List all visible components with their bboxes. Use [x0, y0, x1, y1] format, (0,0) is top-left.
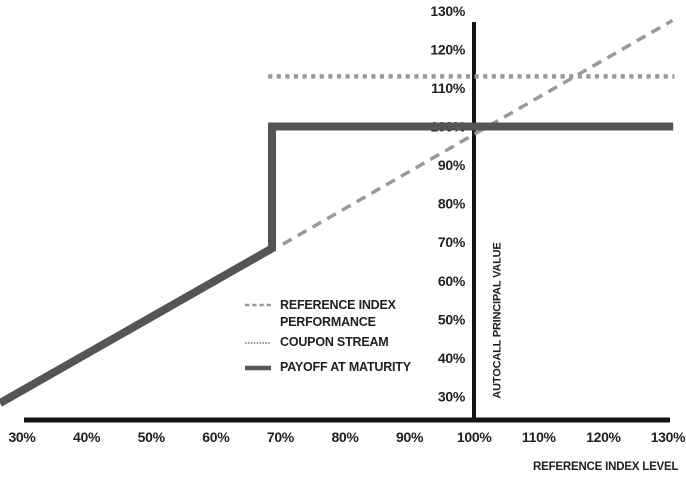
x-tick-label: 50% — [138, 429, 166, 445]
x-tick-label: 80% — [331, 429, 359, 445]
x-tick-label: 40% — [73, 429, 101, 445]
x-tick-label: 120% — [586, 429, 621, 445]
y-tick-label: 90% — [438, 157, 466, 173]
y-tick-label: 40% — [438, 350, 466, 366]
y-tick-label: 50% — [438, 311, 466, 327]
x-tick-label: 130% — [651, 429, 686, 445]
y-tick-label: 110% — [431, 80, 466, 96]
dotted-line-icon — [245, 341, 271, 344]
solid-line-icon — [245, 365, 271, 370]
legend-label: PAYOFF AT MATURITY — [280, 360, 411, 374]
x-tick-label: 90% — [396, 429, 424, 445]
y-tick-label: 70% — [438, 234, 466, 250]
y-tick-label: 120% — [430, 41, 465, 57]
legend-item-payoff-at-maturity: PAYOFF AT MATURITY — [245, 359, 411, 376]
x-tick-label: 60% — [202, 429, 230, 445]
legend-item-coupon-stream: COUPON STREAM — [245, 334, 389, 351]
y-tick-label: 130% — [430, 3, 465, 19]
x-tick-label: 100% — [457, 429, 492, 445]
x-tick-label: 110% — [522, 429, 557, 445]
legend-label-line: REFERENCE INDEX — [280, 298, 396, 312]
legend-label-line: PERFORMANCE — [280, 315, 376, 329]
y-tick-label: 80% — [438, 196, 466, 212]
dashed-line-icon — [245, 303, 271, 307]
series-payoff-at-maturity — [0, 122, 674, 407]
y-tick-label: 60% — [438, 273, 466, 289]
y-tick-label: 30% — [438, 389, 466, 405]
y-axis-title: AUTOCALL PRINCIPAL VALUE — [491, 242, 504, 399]
legend-label: COUPON STREAM — [280, 335, 389, 349]
legend-label: REFERENCE INDEX PERFORMANCE — [280, 297, 396, 331]
legend-item-reference-index-performance: REFERENCE INDEX PERFORMANCE — [245, 297, 396, 331]
x-tick-label: 30% — [8, 429, 36, 445]
series-reference-index-performance — [282, 18, 674, 246]
x-axis-title: REFERENCE INDEX LEVEL — [533, 461, 679, 473]
x-tick-label: 70% — [267, 429, 295, 445]
